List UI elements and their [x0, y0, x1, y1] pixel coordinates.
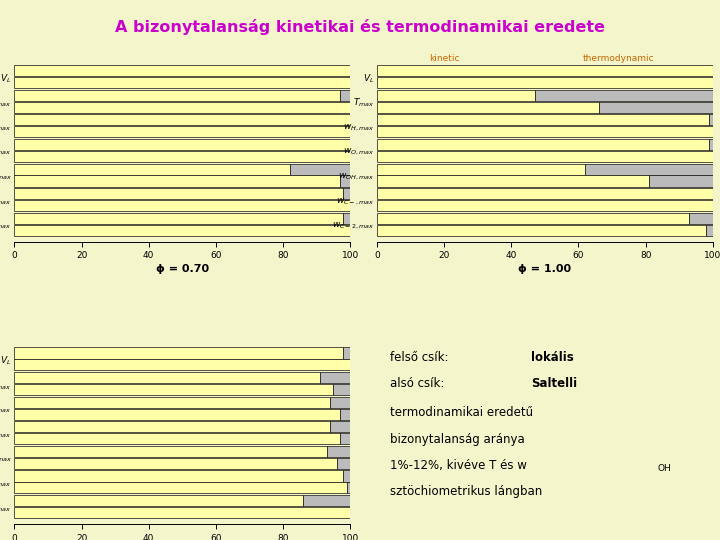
Bar	[377, 213, 689, 224]
Bar	[689, 213, 713, 224]
Bar	[14, 396, 330, 408]
Bar	[377, 200, 713, 211]
Text: A bizonytalanság kinetikai és termodinamikai eredete: A bizonytalanság kinetikai és termodinam…	[115, 19, 605, 35]
Bar	[340, 176, 350, 187]
Bar	[14, 347, 343, 359]
Bar	[340, 90, 350, 101]
Bar	[340, 433, 350, 444]
Bar	[347, 482, 350, 494]
Bar	[340, 409, 350, 420]
Bar	[337, 458, 350, 469]
Bar	[330, 421, 350, 433]
Text: 1%-12%, kivéve T és w: 1%-12%, kivéve T és w	[390, 459, 527, 472]
Bar	[320, 372, 350, 383]
Bar	[14, 225, 350, 236]
Bar	[14, 507, 350, 518]
Bar	[303, 495, 350, 506]
Bar	[377, 65, 713, 76]
Text: sztöchiometrikus lángban: sztöchiometrikus lángban	[390, 485, 543, 498]
Bar	[343, 213, 350, 224]
Bar	[14, 176, 340, 187]
Bar	[14, 65, 350, 76]
Bar	[14, 151, 350, 162]
Bar	[377, 225, 706, 236]
X-axis label: ϕ = 0.70: ϕ = 0.70	[156, 265, 209, 274]
Bar	[14, 372, 320, 383]
Bar	[14, 359, 350, 370]
Bar	[343, 188, 350, 199]
Text: Saltelli: Saltelli	[531, 377, 577, 390]
Bar	[14, 200, 350, 211]
X-axis label: ϕ = 1.00: ϕ = 1.00	[518, 265, 572, 274]
Text: lokális: lokális	[531, 351, 575, 364]
Bar	[709, 114, 713, 125]
Bar	[585, 164, 713, 174]
Bar	[343, 470, 350, 482]
Bar	[598, 102, 713, 113]
Text: bizonytalanság aránya: bizonytalanság aránya	[390, 433, 525, 446]
Text: thermodynamic: thermodynamic	[583, 53, 654, 63]
Text: termodinamikai eredetű: termodinamikai eredetű	[390, 406, 534, 419]
Bar	[14, 126, 350, 137]
Bar	[14, 421, 330, 433]
Text: felső csík:: felső csík:	[390, 351, 453, 364]
Bar	[14, 213, 343, 224]
Bar	[14, 482, 347, 494]
Bar	[377, 114, 709, 125]
Bar	[14, 188, 343, 199]
Bar	[14, 470, 343, 482]
Bar	[14, 409, 340, 420]
Text: kinetic: kinetic	[429, 53, 459, 63]
Bar	[377, 188, 713, 199]
Bar	[14, 90, 340, 101]
Bar	[327, 446, 350, 457]
Bar	[14, 77, 350, 88]
Text: OH: OH	[657, 464, 671, 472]
Bar	[14, 102, 350, 113]
Bar	[377, 164, 585, 174]
Bar	[333, 384, 350, 395]
Bar	[535, 90, 713, 101]
Bar	[14, 114, 350, 125]
Bar	[377, 77, 713, 88]
Bar	[14, 164, 289, 174]
Bar	[377, 139, 709, 150]
Bar	[377, 151, 713, 162]
Bar	[14, 446, 327, 457]
Bar	[289, 164, 350, 174]
Bar	[14, 495, 303, 506]
Bar	[14, 139, 350, 150]
Bar	[14, 458, 337, 469]
Bar	[377, 126, 713, 137]
Bar	[14, 433, 340, 444]
Bar	[343, 347, 350, 359]
Text: alsó csík:: alsó csík:	[390, 377, 449, 390]
Bar	[649, 176, 713, 187]
Bar	[14, 384, 333, 395]
Bar	[709, 139, 713, 150]
Bar	[377, 90, 535, 101]
Bar	[330, 396, 350, 408]
Bar	[706, 225, 713, 236]
Bar	[377, 102, 598, 113]
Bar	[377, 176, 649, 187]
